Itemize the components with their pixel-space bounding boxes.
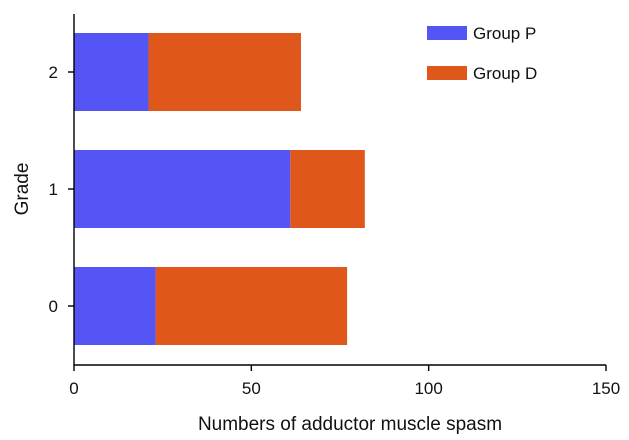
legend-label-group-d: Group D: [473, 64, 537, 83]
x-tick-label-0: 0: [69, 379, 78, 398]
bar-grade-2-group-p: [74, 33, 148, 111]
y-ticks-group: 0 1 2: [49, 63, 74, 316]
x-tick-label-150: 150: [592, 379, 620, 398]
y-axis-title: Grade: [12, 163, 33, 216]
legend-label-group-p: Group P: [473, 24, 536, 43]
y-tick-label-2: 2: [49, 63, 58, 82]
x-axis-title: Numbers of adductor muscle spasm: [198, 414, 502, 435]
y-tick-label-1: 1: [49, 180, 58, 199]
x-tick-label-100: 100: [414, 379, 442, 398]
x-ticks-group: 0 50 100 150: [69, 365, 620, 398]
bar-grade-1-group-p: [74, 150, 290, 228]
legend: Group P Group D: [427, 24, 537, 83]
bar-grade-2-group-d: [148, 33, 301, 111]
bar-grade-0-group-p: [74, 267, 156, 345]
y-tick-label-0: 0: [49, 297, 58, 316]
x-tick-label-50: 50: [242, 379, 261, 398]
bar-grade-1-group-d: [290, 150, 364, 228]
legend-swatch-group-p: [427, 26, 467, 40]
bar-grade-0-group-d: [156, 267, 348, 345]
bars-group: [74, 33, 365, 345]
legend-swatch-group-d: [427, 66, 467, 80]
